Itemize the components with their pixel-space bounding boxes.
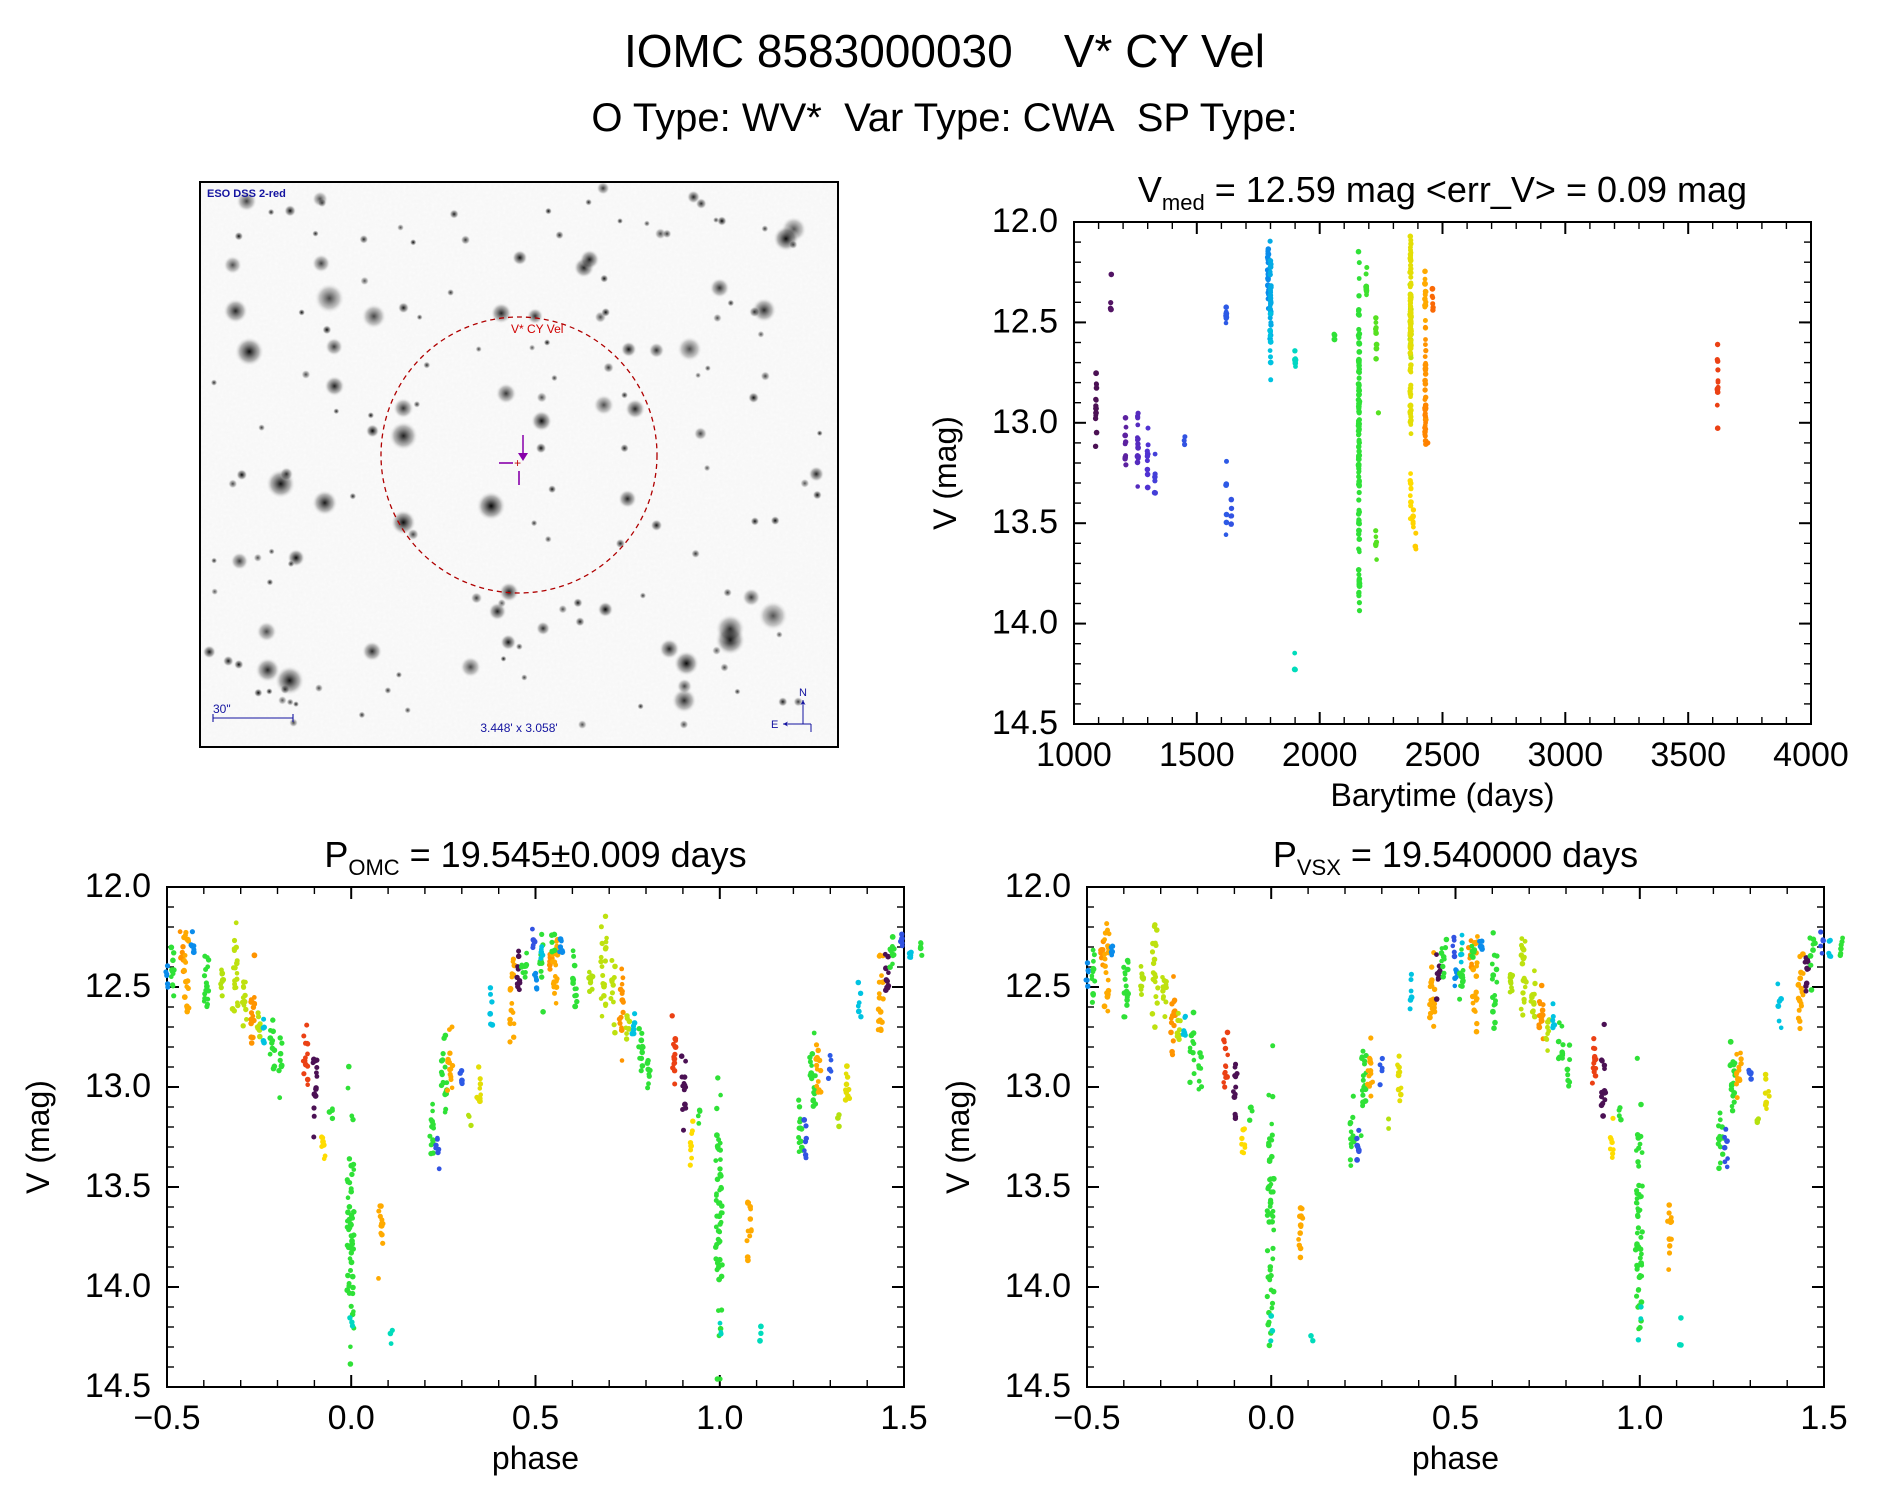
svg-text:0.5: 0.5 [512, 1399, 559, 1437]
svg-text:POMC = 19.545±0.009 days: POMC = 19.545±0.009 days [324, 834, 746, 880]
svg-text:V (mag): V (mag) [940, 1080, 976, 1194]
svg-text:1.5: 1.5 [1800, 1399, 1847, 1437]
svg-text:13.0: 13.0 [992, 403, 1058, 441]
svg-text:0.0: 0.0 [1248, 1399, 1295, 1437]
svg-text:4000: 4000 [1773, 736, 1849, 774]
svg-text:3500: 3500 [1650, 736, 1726, 774]
svg-text:13.5: 13.5 [85, 1167, 151, 1205]
svg-text:13.5: 13.5 [992, 503, 1058, 541]
svg-text:14.5: 14.5 [1005, 1367, 1071, 1405]
svg-text:14.0: 14.0 [85, 1267, 151, 1305]
svg-text:14.5: 14.5 [85, 1367, 151, 1405]
svg-text:PVSX = 19.540000 days: PVSX = 19.540000 days [1273, 834, 1638, 880]
svg-text:14.0: 14.0 [992, 604, 1058, 642]
svg-text:V (mag): V (mag) [927, 416, 963, 530]
svg-text:12.0: 12.0 [1005, 867, 1071, 905]
svg-text:1500: 1500 [1159, 736, 1235, 774]
svg-text:Barytime (days): Barytime (days) [1330, 777, 1554, 813]
svg-text:3000: 3000 [1527, 736, 1603, 774]
svg-text:12.0: 12.0 [85, 867, 151, 905]
svg-text:1.0: 1.0 [696, 1399, 743, 1437]
svg-text:1.0: 1.0 [1616, 1399, 1663, 1437]
svg-text:12.5: 12.5 [85, 967, 151, 1005]
svg-text:phase: phase [492, 1440, 579, 1476]
svg-text:13.0: 13.0 [1005, 1067, 1071, 1105]
svg-text:phase: phase [1412, 1440, 1499, 1476]
svg-text:12.5: 12.5 [1005, 967, 1071, 1005]
svg-text:13.0: 13.0 [85, 1067, 151, 1105]
svg-text:1.5: 1.5 [880, 1399, 927, 1437]
svg-text:13.5: 13.5 [1005, 1167, 1071, 1205]
svg-text:14.0: 14.0 [1005, 1267, 1071, 1305]
svg-text:0.5: 0.5 [1432, 1399, 1479, 1437]
svg-text:0.0: 0.0 [328, 1399, 375, 1437]
svg-text:2500: 2500 [1405, 736, 1481, 774]
svg-text:Vmed = 12.59 mag <err_V> =: Vmed = 12.59 mag <err_V> = 0.09 mag [1138, 169, 1747, 215]
svg-text:12.5: 12.5 [992, 302, 1058, 340]
svg-text:2000: 2000 [1282, 736, 1358, 774]
svg-text:12.0: 12.0 [992, 202, 1058, 240]
svg-text:V (mag): V (mag) [20, 1080, 56, 1194]
svg-text:14.5: 14.5 [992, 704, 1058, 742]
